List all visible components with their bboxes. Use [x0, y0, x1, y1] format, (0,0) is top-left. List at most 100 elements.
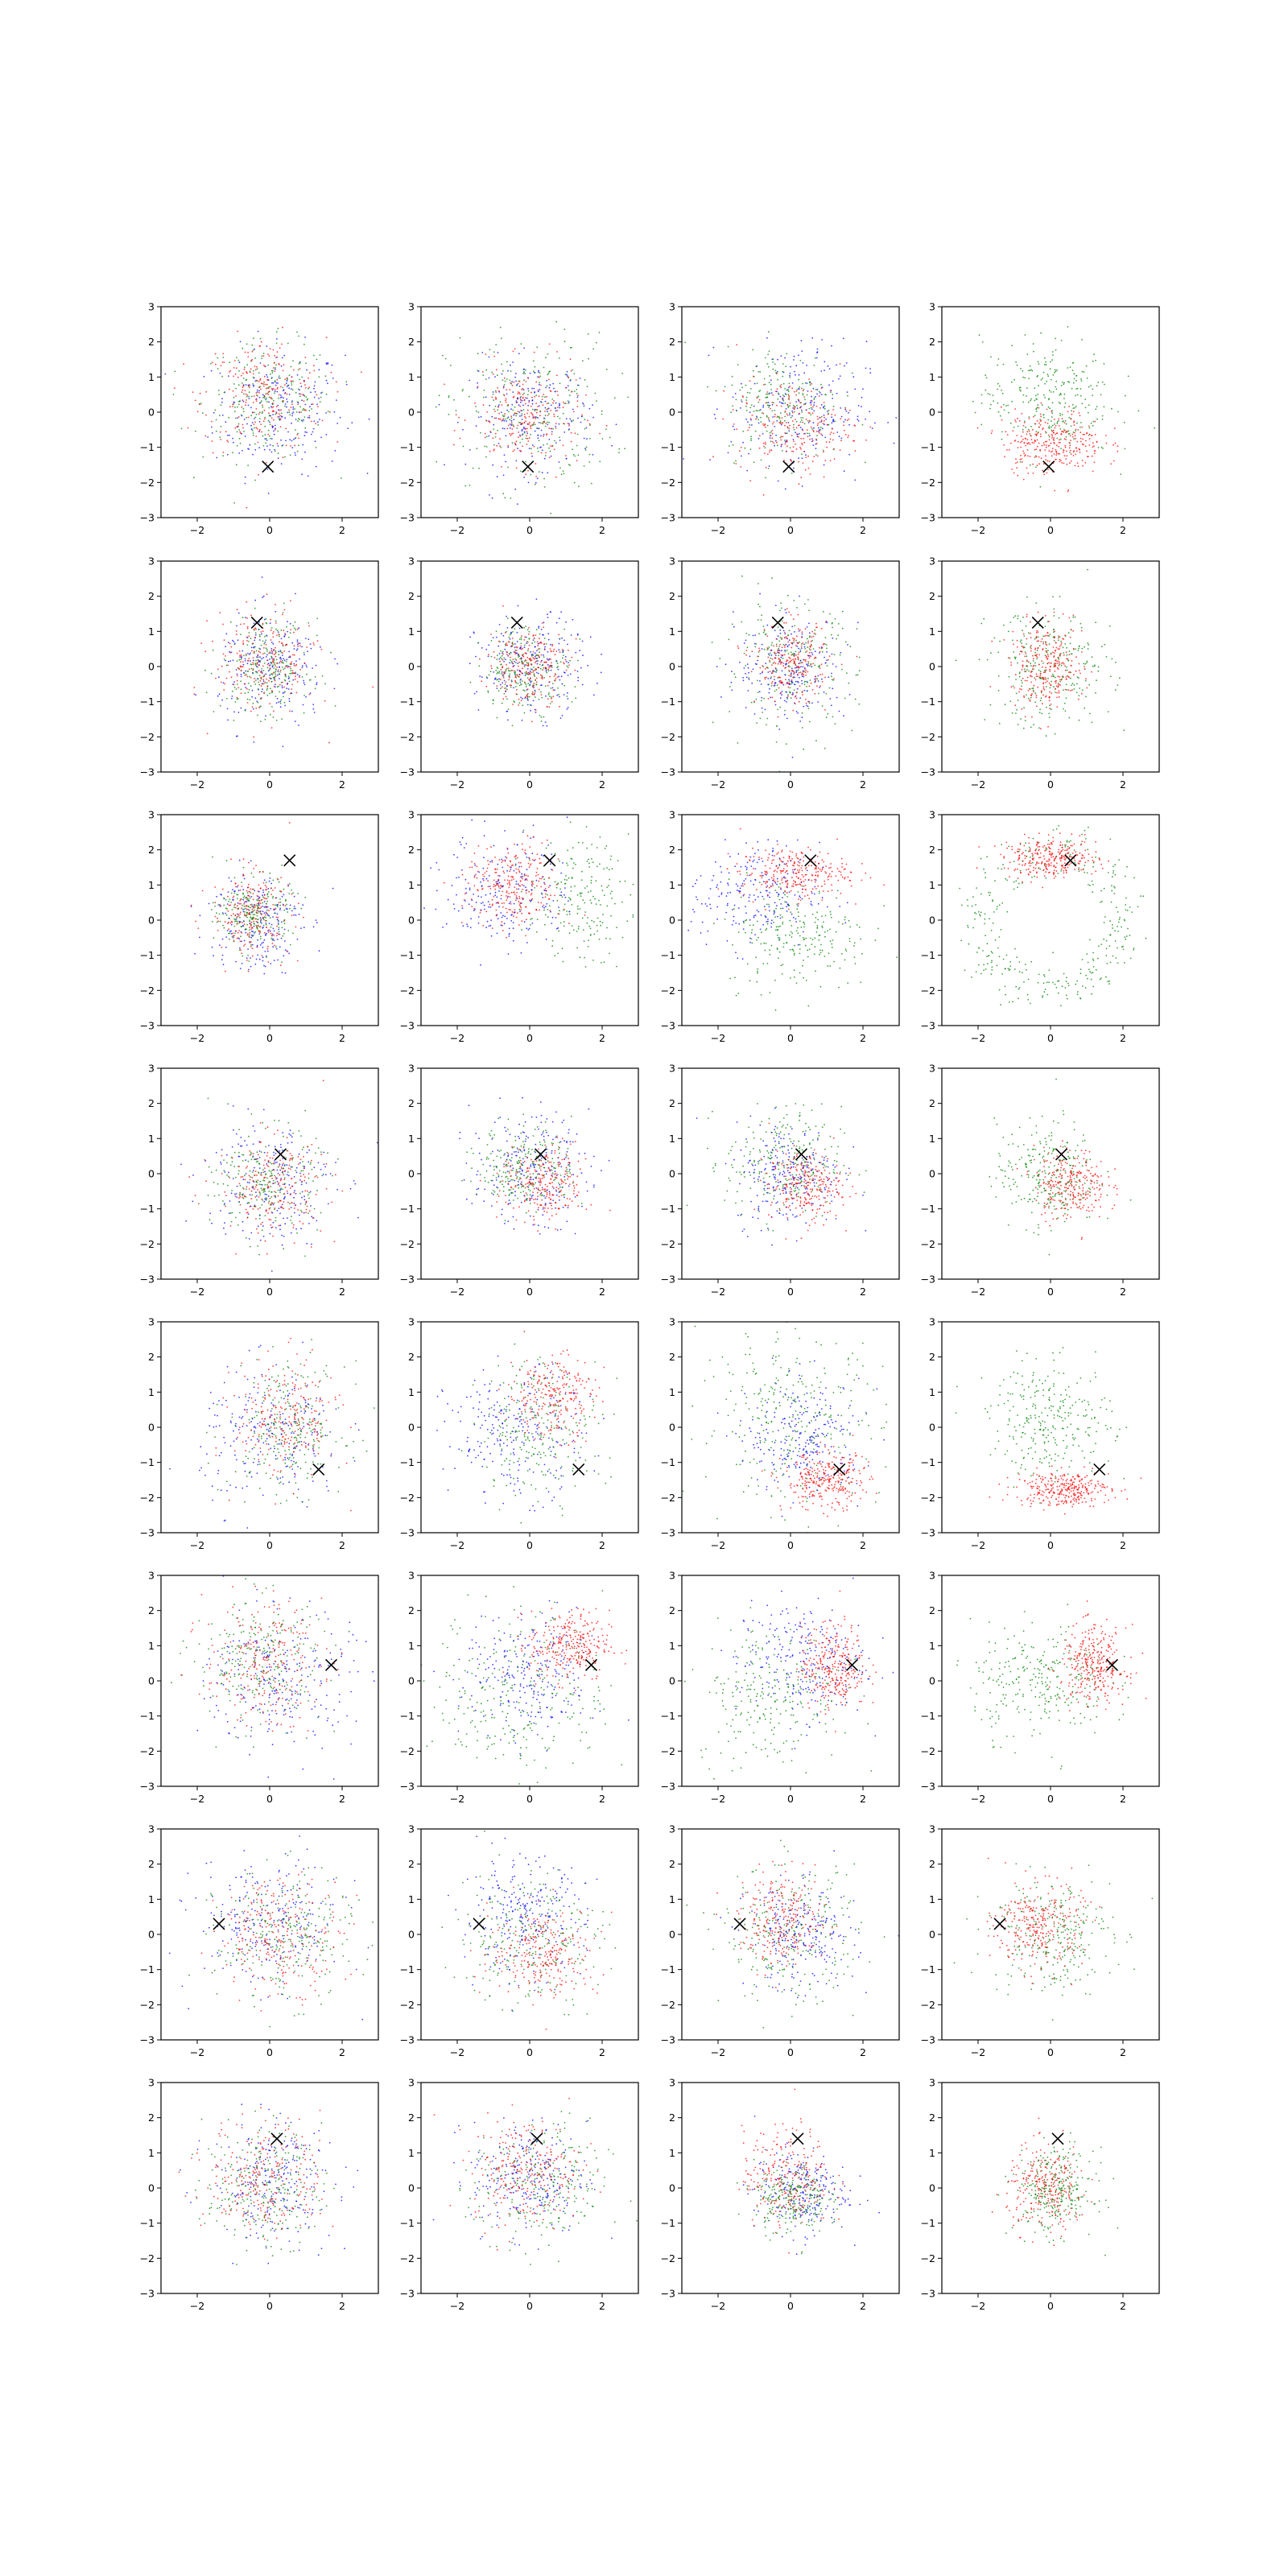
- scatter-point-red: [281, 681, 283, 683]
- scatter-point-red: [1058, 445, 1060, 448]
- scatter-point-blue: [760, 683, 762, 685]
- scatter-point-red: [1045, 455, 1046, 457]
- scatter-point-blue: [242, 400, 245, 402]
- scatter-point-red: [553, 675, 555, 677]
- scatter-point-green: [521, 438, 523, 440]
- scatter-point-blue: [529, 372, 531, 374]
- scatter-point-green: [263, 397, 266, 399]
- scatter-point-blue: [832, 420, 835, 423]
- scatter-point-green: [283, 602, 285, 605]
- scatter-point-red: [291, 654, 294, 656]
- scatter-point-blue: [273, 433, 275, 436]
- scatter-point-green: [1035, 407, 1038, 410]
- scatter-point-blue: [786, 681, 788, 683]
- scatter-point-green: [543, 477, 545, 480]
- scatter-point-blue: [534, 372, 536, 374]
- scatter-point-blue: [842, 337, 844, 340]
- scatter-point-red: [527, 648, 530, 650]
- scatter-point-green: [521, 661, 522, 663]
- scatter-point-blue: [817, 680, 819, 682]
- scatter-point-red: [291, 688, 293, 690]
- scatter-point-green: [250, 395, 253, 398]
- scatter-point-green: [1088, 427, 1091, 429]
- scatter-point-green: [572, 419, 574, 422]
- scatter-point-blue: [826, 659, 828, 662]
- scatter-point-red: [502, 659, 504, 661]
- scatter-point-green: [802, 393, 804, 394]
- scatter-point-red: [545, 452, 547, 454]
- scatter-point-green: [559, 661, 562, 663]
- scatter-point-red: [1069, 435, 1071, 437]
- scatter-point-blue: [556, 694, 559, 696]
- scatter-point-green: [202, 412, 204, 415]
- scatter-point-green: [749, 407, 752, 409]
- scatter-point-blue: [314, 440, 316, 443]
- x-marker: [1042, 460, 1055, 473]
- scatter-point-red: [804, 671, 807, 674]
- scatter-point-green: [172, 394, 175, 395]
- scatter-point-green: [544, 685, 547, 687]
- scatter-point-red: [518, 665, 519, 667]
- scatter-point-green: [545, 357, 547, 359]
- scatter-point-red: [778, 422, 781, 423]
- scatter-point-green: [492, 703, 494, 704]
- scatter-point-green: [781, 607, 782, 609]
- scatter-point-green: [769, 661, 771, 663]
- scatter-point-green: [469, 485, 471, 486]
- scatter-point-red: [786, 696, 789, 697]
- scatter-point-red: [306, 646, 308, 648]
- scatter-point-red: [712, 456, 714, 458]
- scatter-point-red: [1086, 431, 1088, 434]
- scatter-point-red: [249, 371, 251, 374]
- scatter-point-blue: [809, 402, 811, 403]
- scatter-point-green: [523, 626, 525, 629]
- scatter-point-green: [492, 394, 494, 395]
- scatter-point-green: [485, 436, 488, 438]
- scatter-point-red: [516, 402, 518, 403]
- scatter-point-green: [483, 390, 485, 391]
- scatter-point-blue: [838, 378, 840, 380]
- scatter-point-green: [501, 673, 502, 675]
- scatter-point-blue: [857, 419, 860, 422]
- scatter-point-green: [839, 654, 841, 656]
- x-tick-label: 0: [1047, 524, 1054, 536]
- scatter-point-green: [266, 689, 268, 691]
- scatter-point-red: [759, 667, 762, 669]
- scatter-point-green: [819, 428, 822, 431]
- scatter-point-green: [256, 671, 258, 674]
- scatter-point-green: [796, 607, 798, 609]
- scatter-point-blue: [270, 451, 273, 453]
- scatter-point-green: [232, 690, 233, 692]
- scatter-point-green: [1022, 401, 1024, 403]
- scatter-point-green: [275, 450, 276, 452]
- scatter-point-red: [537, 389, 539, 391]
- scatter-point-green: [546, 408, 548, 411]
- scatter-point-green: [999, 415, 1001, 417]
- scatter-point-green: [765, 633, 767, 635]
- scatter-point-red: [275, 646, 276, 649]
- scatter-point-green: [237, 359, 240, 361]
- scatter-point-red: [502, 698, 505, 700]
- scatter-point-red: [1043, 444, 1046, 446]
- scatter-point-blue: [781, 650, 782, 652]
- scatter-point-red: [833, 448, 835, 450]
- scatter-point-red: [514, 449, 515, 451]
- scatter-point-red: [532, 686, 534, 687]
- scatter-point-green: [290, 365, 292, 368]
- scatter-point-red: [242, 661, 244, 663]
- scatter-point-red: [484, 436, 486, 439]
- scatter-point-red: [792, 709, 795, 712]
- scatter-point-red: [525, 659, 527, 662]
- scatter-point-green: [275, 620, 277, 622]
- scatter-point-blue: [532, 639, 535, 641]
- scatter-point-red: [1045, 444, 1047, 446]
- scatter-point-green: [739, 389, 741, 391]
- scatter-point-blue: [288, 387, 290, 390]
- scatter-point-blue: [225, 633, 228, 635]
- scatter-point-red: [802, 429, 804, 431]
- scatter-point-blue: [558, 461, 560, 463]
- scatter-point-red: [246, 702, 249, 704]
- scatter-point-red: [511, 638, 514, 639]
- scatter-point-red: [254, 365, 256, 367]
- scatter-point-green: [246, 416, 248, 419]
